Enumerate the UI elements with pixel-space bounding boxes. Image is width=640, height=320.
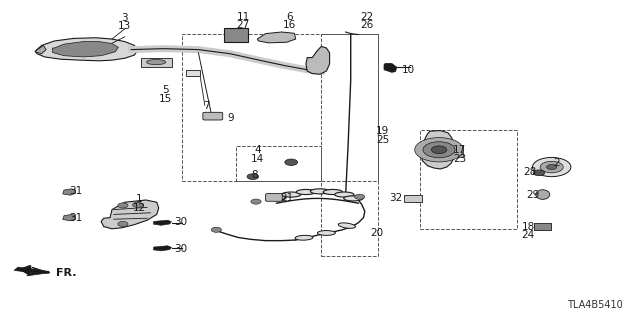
Text: 2: 2 xyxy=(554,158,560,168)
Text: 21: 21 xyxy=(280,193,293,204)
Text: 27: 27 xyxy=(237,20,250,30)
Bar xyxy=(141,58,172,67)
Text: 25: 25 xyxy=(376,135,389,145)
Circle shape xyxy=(423,142,455,158)
FancyBboxPatch shape xyxy=(266,194,282,201)
Bar xyxy=(404,195,422,202)
Text: 3: 3 xyxy=(122,12,128,23)
Ellipse shape xyxy=(344,196,363,201)
Ellipse shape xyxy=(282,192,301,197)
Text: 7: 7 xyxy=(203,101,209,111)
Ellipse shape xyxy=(147,60,166,65)
Polygon shape xyxy=(154,246,172,251)
Circle shape xyxy=(285,159,298,165)
Text: 19: 19 xyxy=(376,126,389,136)
Text: TLA4B5410: TLA4B5410 xyxy=(567,300,623,310)
Bar xyxy=(451,146,463,157)
Ellipse shape xyxy=(296,189,316,195)
Polygon shape xyxy=(63,189,76,195)
Text: 4: 4 xyxy=(254,145,260,156)
Polygon shape xyxy=(257,32,296,43)
Bar xyxy=(420,130,517,229)
Text: 26: 26 xyxy=(360,20,373,30)
Polygon shape xyxy=(101,200,159,229)
Circle shape xyxy=(118,221,128,227)
Polygon shape xyxy=(35,38,138,61)
Bar xyxy=(321,34,378,256)
Ellipse shape xyxy=(339,223,355,228)
Polygon shape xyxy=(63,214,76,221)
Text: 5: 5 xyxy=(162,84,168,95)
Text: 31: 31 xyxy=(69,212,82,223)
Circle shape xyxy=(355,194,365,199)
Text: 11: 11 xyxy=(237,12,250,22)
Text: 30: 30 xyxy=(174,217,187,228)
Text: 6: 6 xyxy=(286,12,292,22)
Circle shape xyxy=(533,170,545,176)
Circle shape xyxy=(547,164,557,170)
Text: 30: 30 xyxy=(174,244,187,254)
Circle shape xyxy=(118,203,128,208)
Circle shape xyxy=(431,146,447,154)
Circle shape xyxy=(247,174,259,180)
Text: 32: 32 xyxy=(389,193,402,203)
Text: 12: 12 xyxy=(133,203,146,213)
Text: 20: 20 xyxy=(370,228,383,238)
Ellipse shape xyxy=(267,195,286,200)
Text: 13: 13 xyxy=(118,21,131,31)
Bar xyxy=(236,146,321,181)
Ellipse shape xyxy=(323,189,342,195)
Ellipse shape xyxy=(310,189,330,194)
Polygon shape xyxy=(35,45,46,54)
Text: 29: 29 xyxy=(527,190,540,200)
Circle shape xyxy=(540,161,563,173)
Text: 24: 24 xyxy=(522,230,534,240)
Polygon shape xyxy=(421,131,456,169)
Text: FR.: FR. xyxy=(56,268,77,278)
Polygon shape xyxy=(306,46,330,74)
Polygon shape xyxy=(52,42,118,57)
Bar xyxy=(224,28,248,42)
Text: 17: 17 xyxy=(453,145,466,156)
Text: 9: 9 xyxy=(227,113,234,124)
Text: 10: 10 xyxy=(402,65,415,76)
Ellipse shape xyxy=(536,190,550,199)
Circle shape xyxy=(132,202,143,207)
Circle shape xyxy=(211,227,221,232)
Circle shape xyxy=(532,157,571,177)
Text: 28: 28 xyxy=(524,167,536,177)
Text: 31: 31 xyxy=(69,186,82,196)
Bar xyxy=(186,70,200,76)
Text: 1: 1 xyxy=(136,194,143,204)
Text: 8: 8 xyxy=(252,170,258,180)
Ellipse shape xyxy=(295,235,313,240)
Bar xyxy=(182,34,378,181)
Text: 23: 23 xyxy=(453,154,466,164)
Polygon shape xyxy=(384,63,397,72)
Text: 18: 18 xyxy=(522,221,534,232)
FancyBboxPatch shape xyxy=(203,112,223,120)
Polygon shape xyxy=(154,220,172,225)
Circle shape xyxy=(251,199,261,204)
Ellipse shape xyxy=(317,230,335,236)
Bar xyxy=(534,223,551,230)
Text: 15: 15 xyxy=(159,93,172,104)
Polygon shape xyxy=(14,267,50,276)
Circle shape xyxy=(415,138,463,162)
Text: 16: 16 xyxy=(283,20,296,30)
Text: 14: 14 xyxy=(251,154,264,164)
Ellipse shape xyxy=(335,192,354,197)
Text: 22: 22 xyxy=(360,12,373,22)
